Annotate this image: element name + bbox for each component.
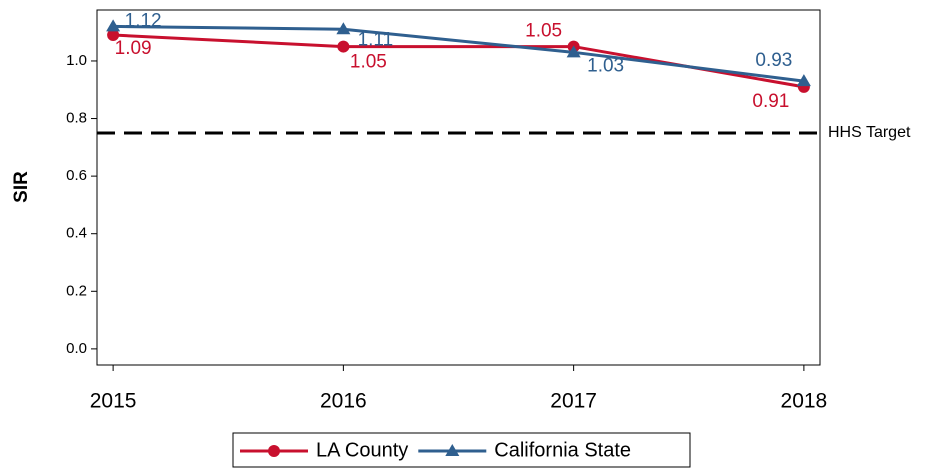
point (337, 40, 350, 53)
y-tick-label: 0.2 (66, 282, 87, 299)
x-tick-label: 2017 (550, 390, 597, 413)
series-line (113, 33, 805, 89)
point (336, 22, 351, 35)
point (106, 19, 121, 32)
data-label: 1.09 (115, 38, 152, 59)
legend-label: LA County (316, 439, 408, 461)
point (445, 444, 460, 456)
x-tick-label: 2016 (320, 390, 367, 413)
point (566, 45, 581, 58)
data-label: 1.11 (358, 29, 394, 50)
data-label: 1.05 (350, 52, 387, 73)
point (268, 445, 280, 457)
x-tick-label: 2018 (781, 390, 828, 413)
legend: LA County California State (232, 432, 691, 468)
y-tick-label: 0.0 (66, 340, 87, 357)
series-line (113, 24, 805, 83)
legend-label: California State (494, 439, 631, 461)
y-tick-label: 0.4 (66, 225, 87, 242)
y-axis-label: SIR (11, 171, 32, 203)
data-label: 0.91 (752, 91, 789, 112)
data-label: 1.05 (525, 21, 562, 42)
plot-area (96, 9, 821, 366)
legend-box (232, 432, 691, 468)
point (107, 29, 120, 42)
data-label: 1.12 (125, 10, 162, 31)
data-label: 0.93 (755, 50, 792, 71)
y-tick-label: 0.6 (66, 167, 87, 184)
y-tick-label: 1.0 (66, 52, 87, 69)
data-label: 1.03 (587, 55, 624, 76)
reference-label: HHS Target (828, 124, 911, 141)
y-tick-label: 0.8 (66, 110, 87, 127)
point (796, 74, 811, 87)
x-tick-label: 2015 (90, 390, 137, 413)
